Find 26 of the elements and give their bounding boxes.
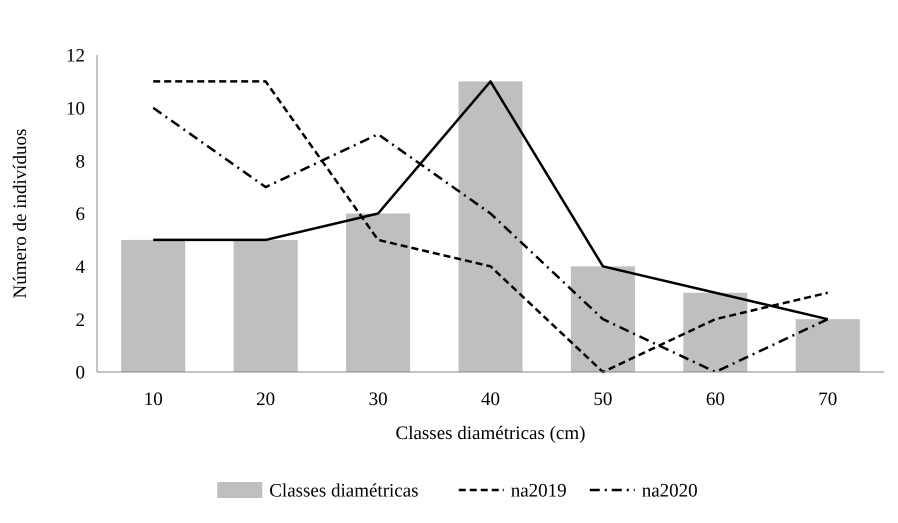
x-tick-label: 20 bbox=[256, 389, 276, 410]
x-tick-label: 10 bbox=[144, 389, 163, 410]
y-tick-label: 2 bbox=[76, 310, 85, 331]
bar bbox=[683, 292, 748, 372]
x-tick-label: 60 bbox=[706, 389, 725, 410]
bar bbox=[346, 214, 410, 372]
bar bbox=[796, 319, 860, 372]
x-tick-label: 50 bbox=[593, 389, 612, 410]
bar bbox=[458, 81, 523, 372]
x-axis-title: Classes diamétricas (cm) bbox=[396, 423, 586, 444]
legend-label: na2019 bbox=[510, 480, 567, 502]
y-tick-label: 6 bbox=[76, 204, 85, 226]
y-tick-label: 12 bbox=[66, 46, 85, 67]
x-tick-label: 40 bbox=[481, 389, 500, 410]
bar bbox=[234, 240, 298, 372]
y-tick-label: 10 bbox=[66, 98, 85, 120]
y-tick-label: 8 bbox=[76, 151, 85, 172]
legend-label: na2020 bbox=[642, 480, 698, 502]
bar bbox=[570, 266, 635, 372]
y-tick-label: 0 bbox=[76, 362, 85, 384]
y-tick-label: 4 bbox=[76, 256, 86, 278]
bar bbox=[121, 240, 186, 372]
y-axis-title: Número de indivíduos bbox=[10, 128, 31, 298]
x-tick-label: 70 bbox=[818, 389, 838, 410]
legend-label: Classes diamétricas bbox=[269, 480, 419, 502]
x-tick-label: 30 bbox=[368, 389, 388, 410]
